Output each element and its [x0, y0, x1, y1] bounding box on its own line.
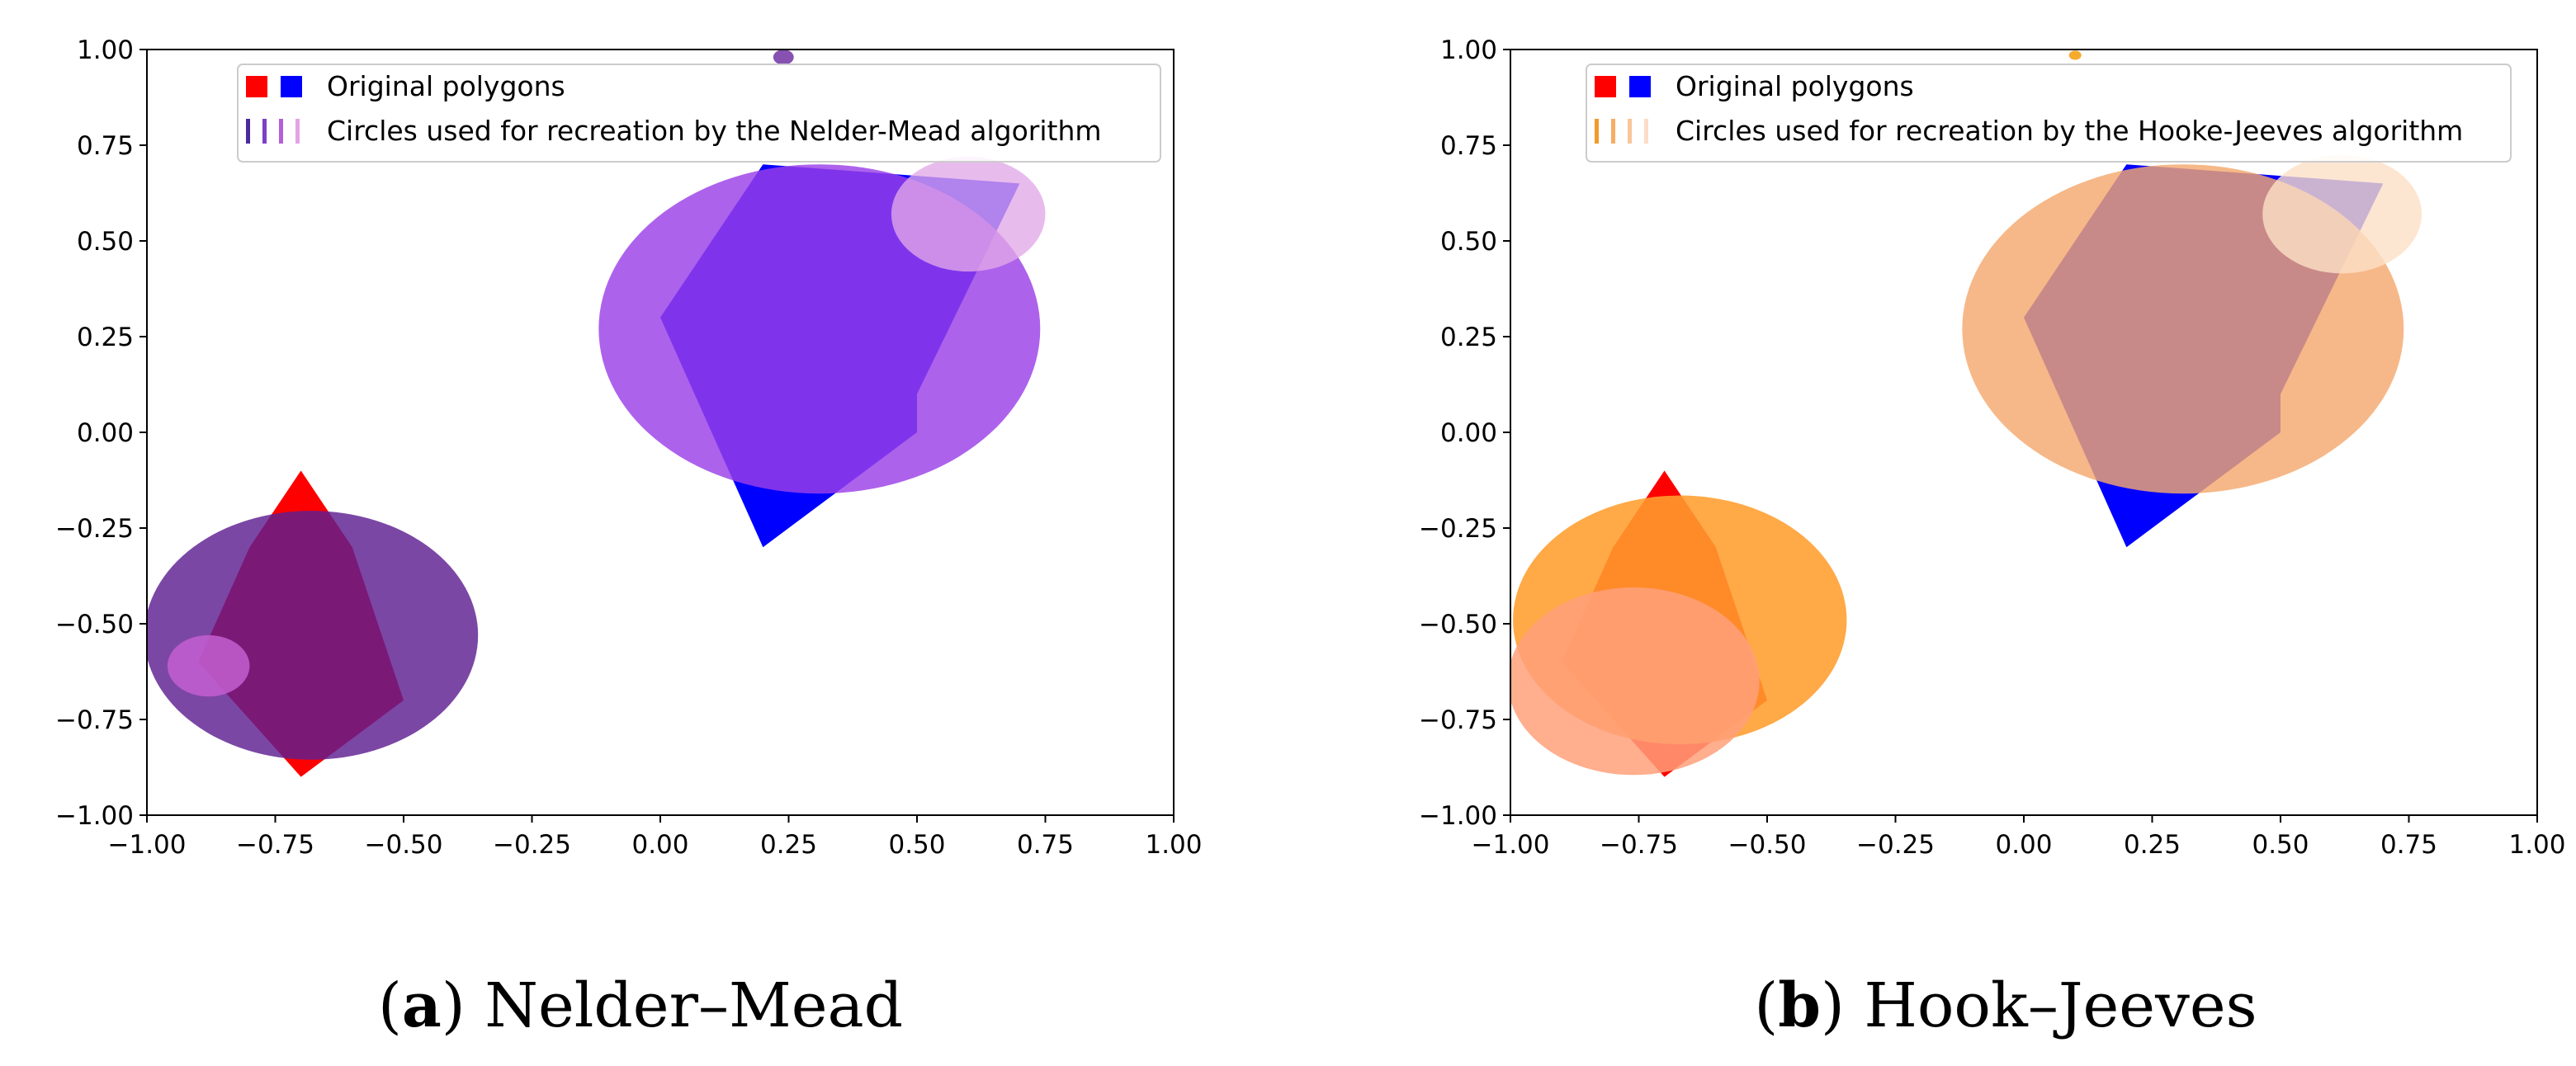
y-tick-label: 0.00	[77, 418, 134, 448]
x-tick-label: −1.00	[108, 830, 187, 860]
legend-swatch-blue	[1629, 76, 1651, 97]
x-tick-label: 0.50	[888, 830, 945, 860]
x-tick-label: 0.25	[2124, 830, 2181, 860]
circle-4	[891, 156, 1046, 272]
x-tick-label: 1.00	[2508, 830, 2565, 860]
caption-letter: a	[402, 970, 442, 1041]
legend-swatch-circle	[279, 119, 283, 144]
x-tick-label: 0.00	[1995, 830, 2052, 860]
legend-label-polygons: Original polygons	[327, 70, 565, 102]
chart-panel-b: −1.00 −0.75 −0.50 −0.25 0.00 0.25 0.50 0.75 1.00…	[1419, 35, 2566, 1041]
caption-text: ) Nelder–Mead	[442, 970, 903, 1041]
y-tick-label: −0.75	[55, 705, 134, 735]
circle-5	[2068, 50, 2082, 60]
legend-swatch-circle	[1644, 119, 1648, 144]
x-tick-label: −0.25	[1856, 830, 1935, 860]
y-tick-label: 0.00	[1440, 418, 1497, 448]
y-tick-label: −0.25	[1419, 514, 1497, 544]
legend-swatch-circle	[262, 119, 267, 144]
panel-caption: (b) Hook–Jeeves	[1754, 970, 2257, 1041]
legend-swatch-blue	[281, 76, 302, 97]
legend-label-circles: Circles used for recreation by the Hooke…	[1676, 115, 2463, 147]
legend-swatch-red	[246, 76, 267, 97]
legend-label-circles: Circles used for recreation by the Nelde…	[327, 115, 1102, 147]
x-tick-label: −0.75	[1600, 830, 1678, 860]
legend-swatch-circle	[246, 119, 250, 144]
x-tick-label: 0.75	[2380, 830, 2437, 860]
x-tick-label: −0.25	[493, 830, 571, 860]
panel-caption: (a) Nelder–Mead	[378, 970, 903, 1041]
circle-2	[167, 634, 250, 697]
plot-area	[1510, 50, 2422, 777]
circle-2	[1510, 587, 1760, 776]
y-tick-label: −0.75	[1419, 705, 1497, 735]
y-tick-label: 0.75	[1440, 131, 1497, 161]
x-tick-label: 0.25	[760, 830, 817, 860]
chart-panel-a: −1.00 −0.75 −0.50 −0.25 0.00 0.25 0.50 0.75 1.00…	[55, 35, 1203, 1041]
legend-box	[237, 64, 1161, 163]
x-tick-label: 0.00	[631, 830, 688, 860]
legend-swatch-circle	[295, 119, 300, 144]
x-tick-label: −1.00	[1472, 830, 1550, 860]
circle-5	[773, 50, 794, 65]
x-tick-label: −0.75	[236, 830, 314, 860]
legend: Original polygons Circles used for recrea…	[1586, 64, 2512, 163]
y-tick-label: −0.50	[55, 610, 134, 639]
circle-1	[147, 511, 479, 760]
x-tick-label: −0.50	[1728, 830, 1807, 860]
y-tick-label: 0.50	[1440, 227, 1497, 257]
plot-area	[147, 50, 1046, 777]
y-tick-label: 1.00	[1440, 35, 1497, 65]
circle-4	[2262, 154, 2422, 274]
y-tick-label: 0.25	[1440, 323, 1497, 352]
legend: Original polygons Circles used for recrea…	[237, 64, 1161, 163]
x-tick-label: 0.75	[1017, 830, 1074, 860]
y-tick-label: 0.75	[77, 131, 134, 161]
legend-box	[1586, 64, 2512, 163]
legend-swatch-circle	[1611, 119, 1615, 144]
x-tick-label: 1.00	[1145, 830, 1202, 860]
legend-label-polygons: Original polygons	[1676, 70, 1914, 102]
y-tick-label: 0.50	[77, 227, 134, 257]
legend-swatch-circle	[1595, 119, 1599, 144]
y-tick-label: −1.00	[1419, 801, 1497, 831]
y-tick-label: 0.25	[77, 323, 134, 352]
y-tick-label: −0.25	[55, 514, 134, 544]
y-tick-label: 1.00	[77, 35, 134, 65]
x-tick-label: −0.50	[365, 830, 443, 860]
caption-letter: b	[1778, 970, 1821, 1041]
y-tick-label: −0.50	[1419, 610, 1497, 639]
legend-swatch-red	[1595, 76, 1616, 97]
x-tick-label: 0.50	[2252, 830, 2309, 860]
y-tick-label: −1.00	[55, 801, 134, 831]
caption-text: ) Hook–Jeeves	[1821, 970, 2257, 1041]
legend-swatch-circle	[1628, 119, 1632, 144]
